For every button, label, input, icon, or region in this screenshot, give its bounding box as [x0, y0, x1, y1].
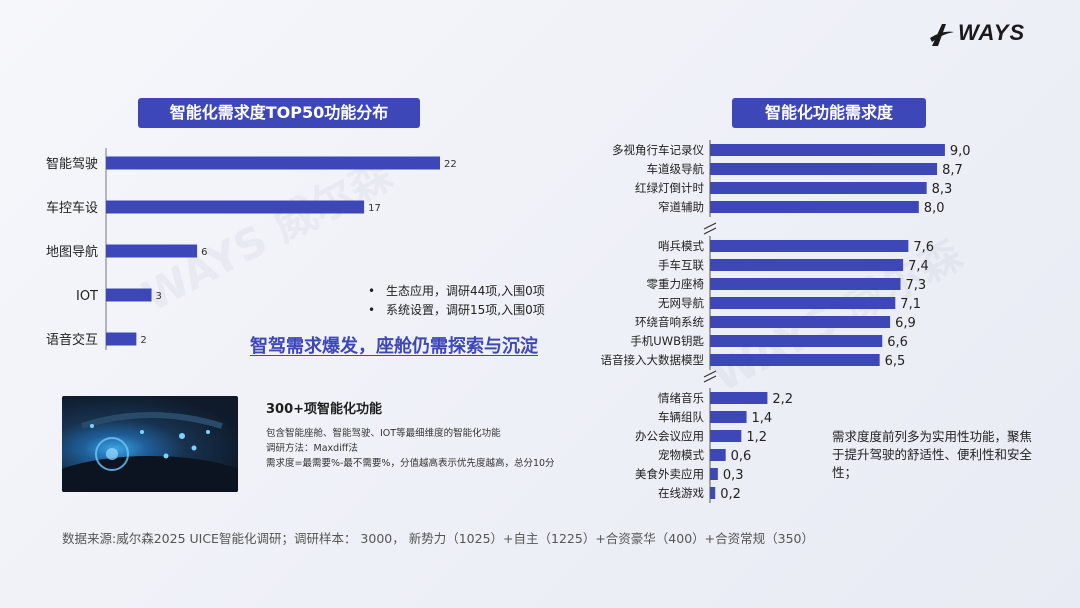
right-chart-category-label: 办公会议应用 [635, 429, 704, 443]
right-chart-title: 智能化功能需求度 [732, 98, 926, 128]
axis-break-icon [703, 222, 717, 235]
brand-logo: WAYS [928, 18, 1038, 50]
left-chart-bar [106, 244, 198, 258]
right-chart-category-label: 车道级导航 [647, 162, 705, 176]
car-cockpit-image [62, 396, 238, 492]
right-chart-category-label: 哨兵模式 [658, 239, 704, 253]
right-chart-category-label: 宠物模式 [658, 448, 704, 462]
right-chart-category-label: 手车互联 [658, 258, 704, 272]
bullet-list: 生态应用，调研44项,入围0项 系统设置，调研15项,入围0项 [368, 282, 545, 320]
info-title: 300+项智能化功能 [266, 402, 383, 417]
right-chart-category-label: 多视角行车记录仪 [612, 143, 704, 157]
info-body: 包含智能座舱、智能驾驶、IOT等最细维度的智能化功能 调研方法：Maxdiff法… [266, 426, 566, 471]
left-chart-value-label: 17 [368, 203, 381, 214]
left-chart-category-label: 智能驾驶 [46, 157, 98, 172]
right-chart-value-label: 1,4 [752, 411, 773, 426]
right-chart-bar [710, 449, 726, 461]
left-chart-category-label: 语音交互 [46, 332, 98, 348]
right-chart-bar [710, 411, 747, 423]
right-chart-value-label: 1,2 [746, 430, 767, 445]
right-chart-category-label: 无网导航 [658, 296, 704, 310]
right-chart-category-label: 零重力座椅 [647, 277, 705, 291]
left-chart-title: 智能化需求度TOP50功能分布 [138, 98, 420, 128]
right-chart-value-label: 2,2 [772, 392, 793, 407]
left-chart-category-label: 车控车设 [46, 200, 98, 216]
right-chart-value-label: 8,0 [924, 201, 945, 216]
right-chart-value-label: 7,6 [913, 240, 934, 255]
left-chart-value-label: 3 [156, 291, 162, 302]
right-chart-bar [710, 182, 927, 194]
right-chart-bar [710, 487, 716, 499]
right-chart-value-label: 0,6 [731, 449, 752, 464]
right-chart-category-label: 语音接入大数据模型 [601, 353, 705, 367]
left-chart-value-label: 22 [444, 159, 457, 170]
headline: 智驾需求爆发，座舱仍需探索与沉淀 [250, 336, 538, 357]
left-chart-bar [106, 288, 152, 302]
right-chart-bar [710, 259, 904, 271]
bullet-item: 系统设置，调研15项,入围0项 [368, 301, 545, 320]
right-chart-value-label: 0,3 [723, 468, 744, 483]
right-chart-bar [710, 201, 919, 213]
right-chart-bar [710, 430, 742, 442]
left-chart-category-label: IOT [76, 289, 98, 304]
right-chart-category-label: 在线游戏 [658, 486, 704, 500]
right-chart-value-label: 9,0 [950, 144, 971, 159]
bullet-item: 生态应用，调研44项,入围0项 [368, 282, 545, 301]
right-chart-value-label: 7,1 [900, 297, 921, 312]
right-chart-bar [710, 240, 909, 252]
right-chart-category-label: 美食外卖应用 [635, 467, 704, 481]
right-chart-value-label: 7,4 [908, 259, 929, 274]
data-source: 数据来源:威尔森2025 UICE智能化调研；调研样本： 3000， 新势力（1… [62, 531, 814, 546]
right-chart-category-label: 车辆组队 [658, 410, 704, 424]
right-chart-value-label: 8,3 [932, 182, 953, 197]
left-chart-bar [106, 200, 365, 214]
ways-logo-icon [930, 24, 954, 46]
right-chart-value-label: 6,6 [887, 335, 908, 350]
right-chart-bar [710, 392, 768, 404]
right-chart-category-label: 环绕音响系统 [635, 315, 704, 329]
info-line: 包含智能座舱、智能驾驶、IOT等最细维度的智能化功能 [266, 428, 501, 439]
logo-text: WAYS [958, 20, 1026, 45]
right-chart-category-label: 窄道辅助 [658, 200, 704, 214]
right-chart-category-label: 红绿灯倒计时 [635, 181, 704, 195]
right-chart-note: 需求度度前列多为实用性功能，聚焦于提升驾驶的舒适性、便利性和安全性； [832, 429, 1033, 480]
axis-break-icon [703, 370, 717, 383]
right-chart-category-label: 手机UWB钥匙 [630, 334, 704, 348]
right-chart-bar [710, 163, 938, 175]
right-chart-value-label: 6,9 [895, 316, 916, 331]
info-line: 需求度=最需要%-最不需要%，分值越高表示优先度越高，总分10分 [266, 458, 555, 469]
right-chart-value-label: 8,7 [942, 163, 963, 178]
right-chart-bar [710, 297, 896, 309]
right-chart-bar [710, 316, 891, 328]
right-chart-value-label: 0,2 [720, 487, 741, 502]
right-chart-bar [710, 354, 880, 366]
right-chart-bar [710, 468, 718, 480]
left-chart-value-label: 6 [201, 247, 207, 258]
right-chart-category-label: 情绪音乐 [658, 391, 704, 405]
left-chart-value-label: 2 [140, 335, 146, 346]
right-chart-bar [710, 278, 901, 290]
right-chart-bar [710, 335, 883, 347]
info-line: 调研方法：Maxdiff法 [266, 443, 358, 454]
right-chart-value-label: 6,5 [885, 354, 906, 369]
left-chart-category-label: 地图导航 [46, 244, 98, 260]
right-chart-value-label: 7,3 [906, 278, 927, 293]
left-chart-bar [106, 332, 137, 346]
left-chart-bar [106, 156, 440, 170]
right-chart-bar [710, 144, 945, 156]
